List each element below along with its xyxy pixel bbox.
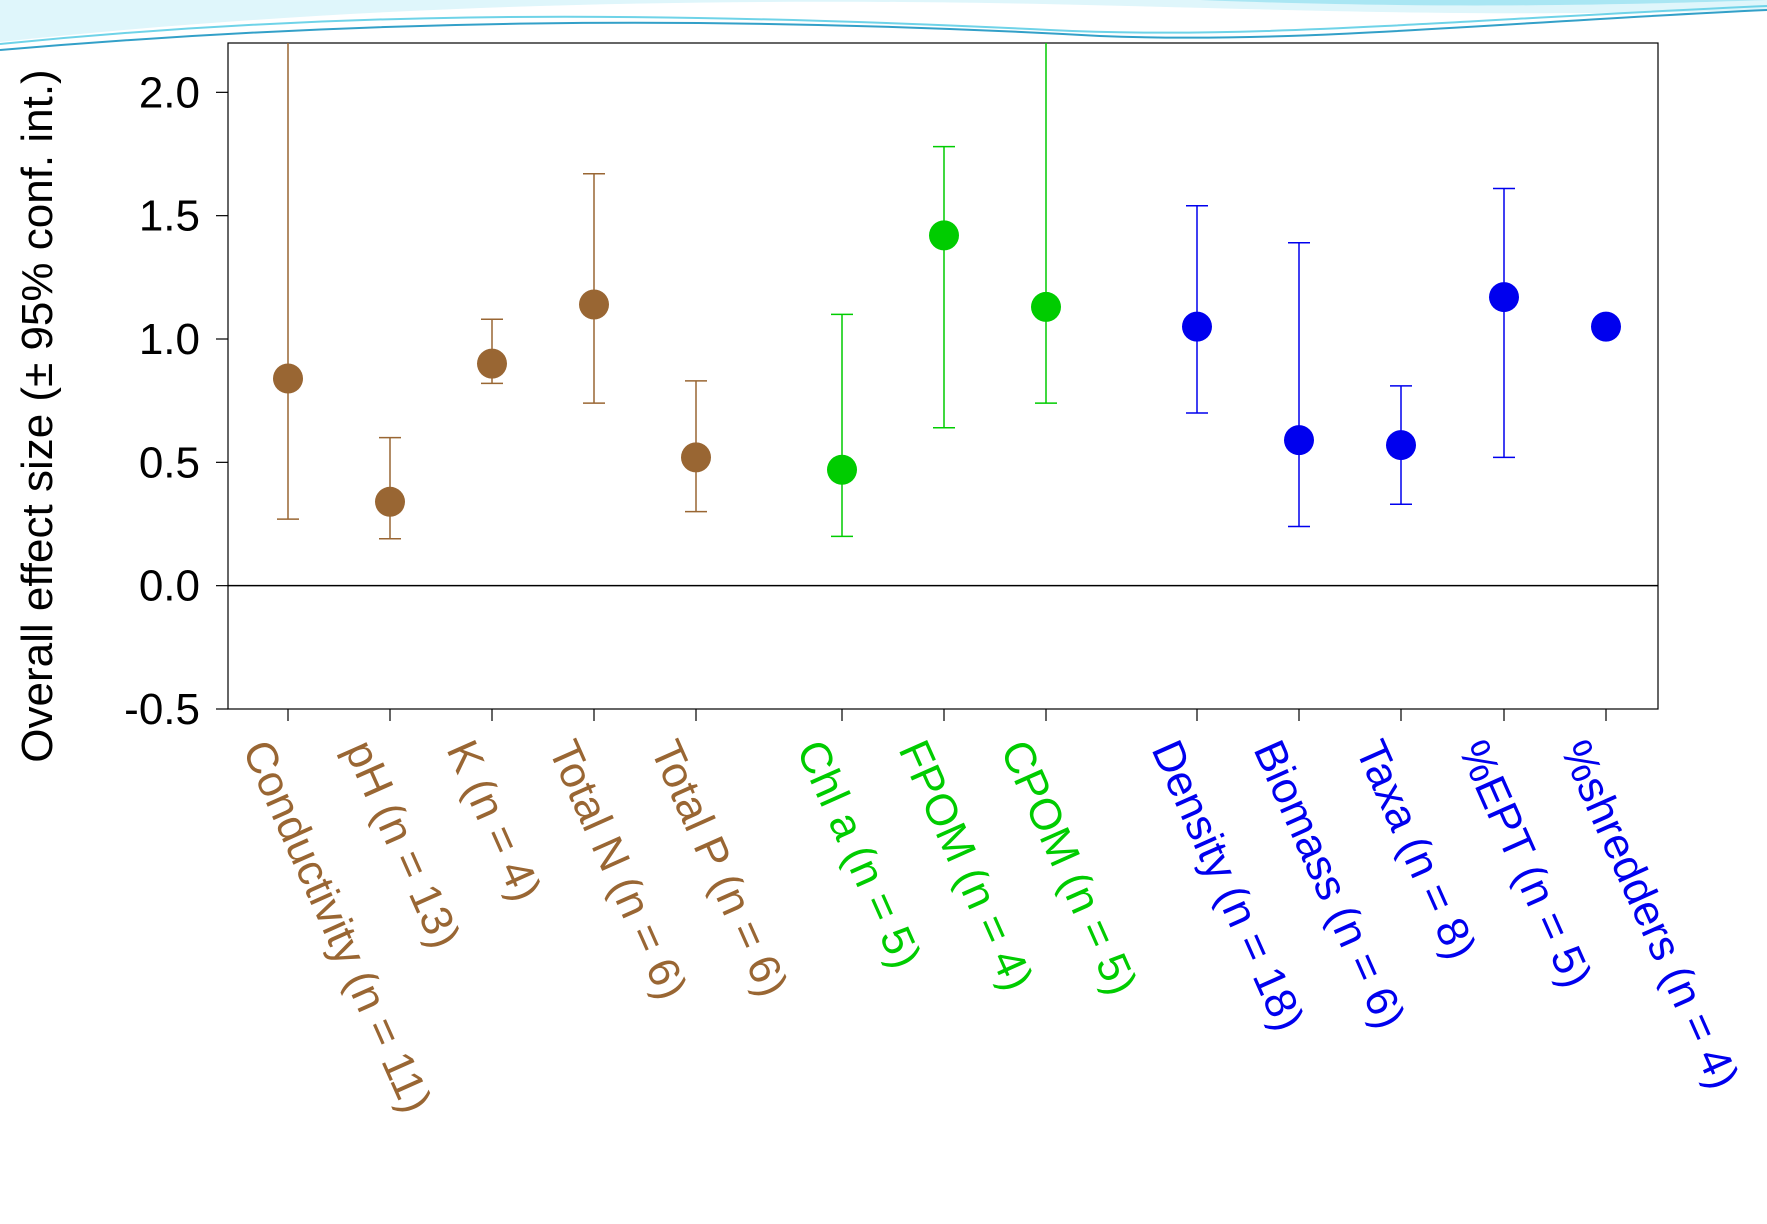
y-tick-label: 1.0 bbox=[139, 315, 200, 364]
data-point bbox=[1591, 311, 1621, 342]
header-swoosh-decoration bbox=[0, 0, 1767, 51]
category-label: K (n = 4) bbox=[437, 733, 551, 908]
y-tick-label: 0.5 bbox=[139, 438, 200, 487]
data-point bbox=[1284, 425, 1314, 456]
y-axis-label: Overall effect size (± 95% conf. int.) bbox=[13, 69, 62, 762]
data-point bbox=[827, 454, 857, 485]
data-point bbox=[1386, 430, 1416, 461]
data-point bbox=[375, 486, 405, 517]
plot-frame bbox=[227, 42, 1659, 710]
data-point bbox=[1489, 282, 1519, 313]
data-point bbox=[1031, 291, 1061, 322]
data-point bbox=[273, 363, 303, 394]
data-point bbox=[579, 289, 609, 320]
data-point bbox=[477, 348, 507, 379]
y-tick-label: 1.5 bbox=[139, 192, 200, 241]
category-label: %shredders (n = 4) bbox=[1551, 733, 1748, 1096]
category-label: Conductivity (n = 11) bbox=[233, 733, 441, 1120]
y-tick-label: 0.0 bbox=[139, 562, 200, 611]
data-point bbox=[681, 442, 711, 473]
data-point bbox=[1182, 311, 1212, 342]
y-tick-label: -0.5 bbox=[124, 685, 200, 734]
data-point bbox=[929, 220, 959, 251]
y-tick-label: 2.0 bbox=[139, 68, 200, 117]
